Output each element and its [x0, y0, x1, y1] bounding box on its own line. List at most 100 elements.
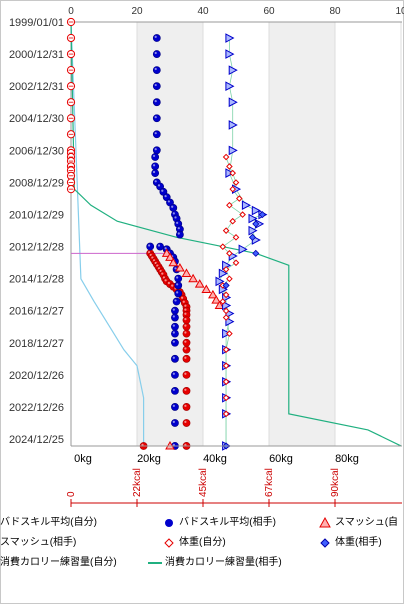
legend-marker	[164, 538, 174, 548]
point-triangle	[225, 316, 235, 327]
point-triangle	[241, 200, 251, 211]
legend-marker	[320, 538, 330, 548]
point-diamond	[252, 249, 260, 257]
y-tick-label: 2024/12/25	[9, 434, 64, 446]
plot-area	[71, 22, 402, 446]
point-triangle	[225, 49, 235, 59]
point-diamond	[222, 346, 230, 353]
y-tick-label: 2018/12/27	[9, 338, 64, 350]
point-diamond	[222, 227, 230, 234]
legend-marker	[319, 516, 331, 528]
point-circle	[182, 354, 191, 363]
y-tick-label: 2010/12/29	[9, 209, 64, 221]
point-triangle	[211, 295, 222, 304]
point-circle	[172, 297, 181, 306]
calorie-tick-label: 67kcal	[264, 468, 275, 497]
point-diamond	[229, 217, 237, 225]
point-circle	[171, 403, 179, 411]
point-circle	[152, 146, 161, 155]
point-circle	[152, 130, 161, 139]
grid-band	[137, 22, 203, 446]
point-circle	[66, 49, 76, 59]
point-diamond	[222, 314, 230, 321]
point-circle	[171, 313, 179, 322]
point-triangle	[165, 252, 175, 261]
point-circle	[182, 419, 191, 427]
calorie-tick-label: 90kcal	[330, 468, 341, 497]
y-tick-label: 2002/12/31	[9, 81, 64, 93]
point-circle	[66, 82, 76, 91]
point-circle	[146, 242, 155, 251]
point-circle	[151, 162, 160, 171]
point-circle	[182, 329, 191, 338]
top-tick-label: 20	[131, 6, 143, 17]
point-diamond	[252, 220, 260, 228]
point-diamond	[232, 179, 240, 186]
point-circle	[151, 153, 160, 161]
point-triangle	[218, 268, 228, 279]
point-circle	[171, 370, 179, 379]
point-triangle	[201, 284, 212, 293]
point-diamond	[226, 250, 233, 257]
point-circle	[174, 274, 183, 283]
point-circle	[152, 66, 161, 75]
bottom-tick-label: 40kg	[203, 453, 227, 465]
point-circle	[66, 98, 76, 107]
legend-marker	[148, 562, 162, 564]
point-triangle	[225, 33, 235, 43]
point-circle	[152, 98, 161, 107]
legend-item: スマッシュ(自	[318, 516, 398, 530]
top-tick-label: 80	[329, 6, 341, 17]
point-diamond	[222, 394, 230, 402]
point-diamond	[222, 266, 230, 273]
point-triangle	[238, 244, 248, 255]
point-circle	[152, 34, 161, 42]
point-diamond	[222, 378, 230, 386]
bottom-tick-label: 80kg	[335, 453, 359, 465]
legend-label: スマッシュ(相手)	[0, 537, 77, 548]
legend-label: バドスキル平均(相手)	[179, 517, 276, 528]
series-connector-line	[222, 156, 244, 446]
point-diamond	[235, 195, 243, 202]
point-circle	[182, 322, 191, 331]
calorie-tick-label: 22kcal	[132, 468, 143, 497]
point-triangle	[208, 289, 218, 299]
y-tick-label: 2004/12/30	[9, 113, 64, 125]
point-circle	[152, 82, 161, 91]
point-diamond	[222, 291, 230, 299]
point-triangle	[165, 440, 175, 450]
point-circle	[151, 169, 160, 178]
legend-item: 消費カロリー練習量(自分)	[0, 556, 117, 570]
y-tick-label: 1999/01/01	[9, 17, 64, 29]
legend-item: 体重(相手)	[318, 536, 382, 550]
point-circle	[171, 354, 179, 363]
point-triangle	[194, 279, 205, 288]
bottom-tick-label: 60kg	[269, 453, 293, 465]
point-diamond	[222, 153, 230, 161]
y-tick-label: 2008/12/29	[9, 177, 64, 189]
point-diamond	[226, 275, 233, 283]
point-circle	[174, 281, 183, 290]
point-triangle	[228, 145, 238, 156]
legend-item: バドスキル平均(相手)	[162, 516, 276, 530]
point-triangle	[168, 257, 179, 267]
point-circle	[66, 171, 76, 180]
point-circle	[156, 242, 164, 251]
point-diamond	[222, 281, 230, 290]
point-diamond	[222, 307, 230, 315]
point-circle	[182, 386, 191, 395]
point-circle	[152, 114, 161, 123]
legend-label: バドスキル平均(自分)	[0, 517, 97, 528]
point-circle	[180, 298, 189, 307]
legend-label: スマッシュ(自	[335, 517, 399, 528]
point-triangle	[248, 213, 258, 224]
point-triangle	[225, 81, 235, 92]
grid-band	[269, 22, 335, 446]
bottom-tick-label: 20kg	[137, 453, 161, 465]
series-line	[70, 21, 402, 447]
legend-item: 消費カロリー練習量(相手)	[148, 556, 282, 570]
point-triangle	[228, 97, 238, 108]
point-circle	[66, 114, 76, 123]
point-diamond	[226, 163, 233, 170]
